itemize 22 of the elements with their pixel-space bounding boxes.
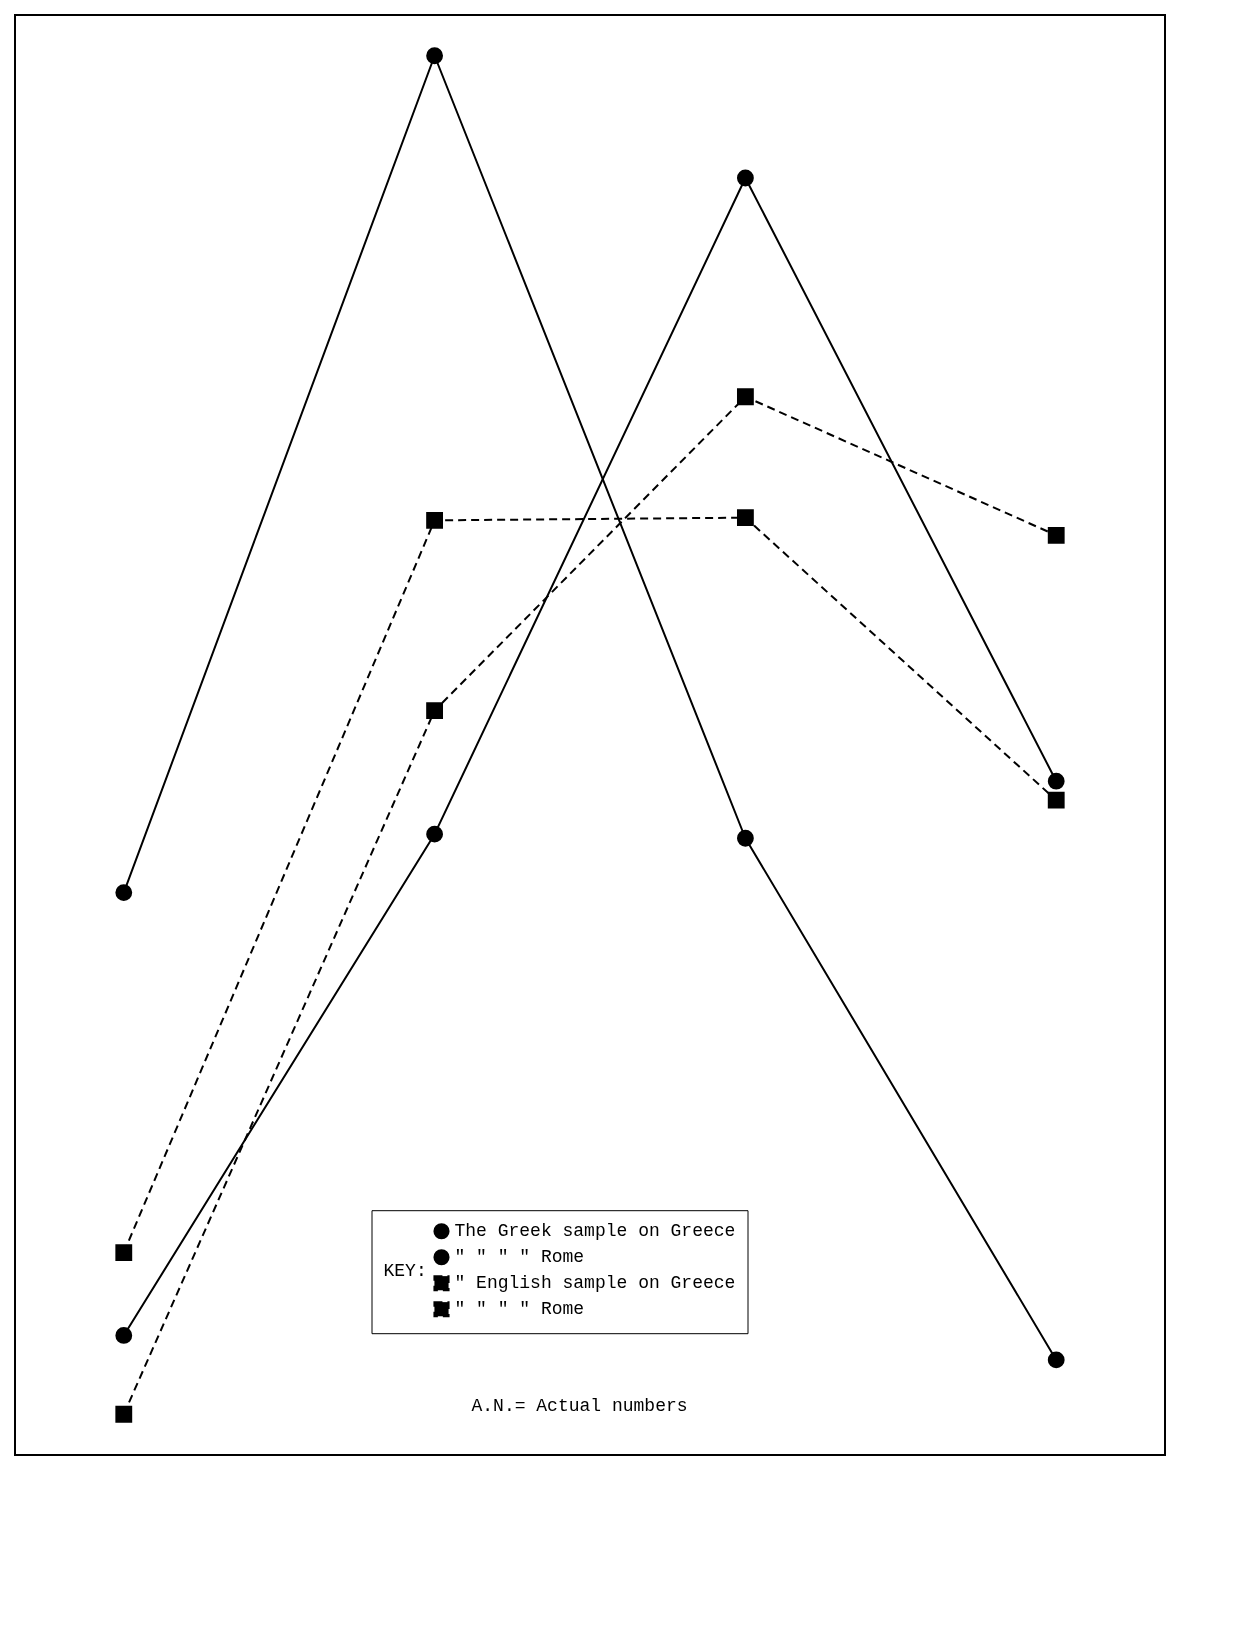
point xyxy=(426,825,444,843)
point xyxy=(736,829,754,847)
point xyxy=(1047,791,1065,809)
legend-title: KEY: xyxy=(383,1261,427,1282)
legend-label: " " " " Rome xyxy=(454,1247,585,1268)
point xyxy=(115,884,133,901)
legend-label: " English sample on Greece xyxy=(454,1273,736,1294)
point xyxy=(1047,526,1065,544)
point xyxy=(426,511,444,529)
point xyxy=(1047,1351,1065,1369)
point xyxy=(115,1327,133,1344)
point xyxy=(426,702,444,719)
point xyxy=(1047,772,1065,790)
annotation: A.N.= Actual numbers xyxy=(471,1396,688,1417)
legend-label: The Greek sample on Greece xyxy=(454,1221,736,1242)
point xyxy=(115,1244,133,1261)
legend-label: " " " " Rome xyxy=(454,1299,585,1320)
point xyxy=(426,47,444,65)
point xyxy=(736,509,754,527)
point xyxy=(736,169,754,187)
point xyxy=(736,388,754,406)
point xyxy=(115,1405,133,1423)
